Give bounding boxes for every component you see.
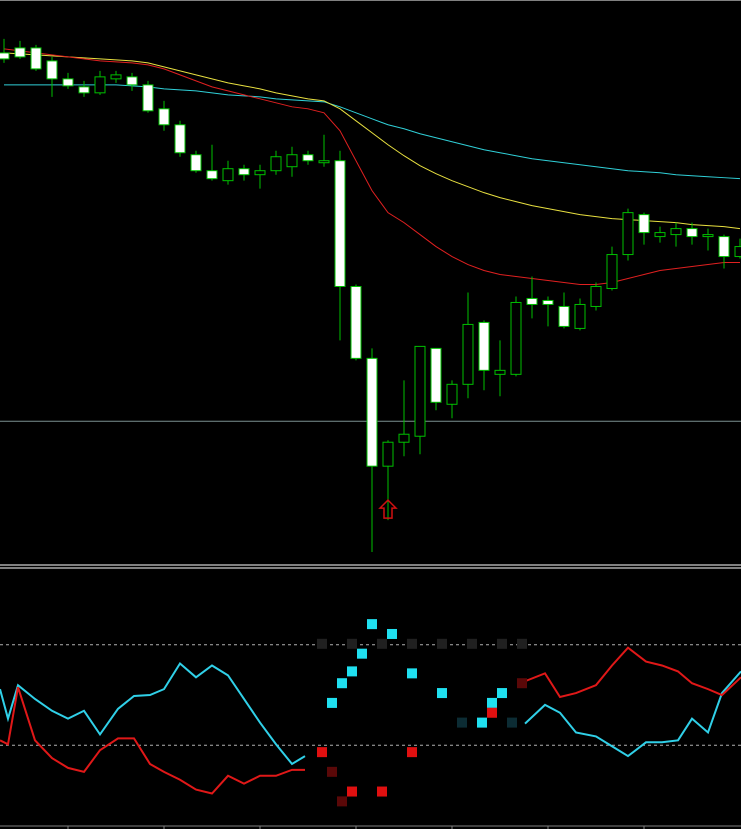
signal-square xyxy=(377,786,387,797)
signal-square xyxy=(437,688,447,699)
signal-square xyxy=(407,638,417,649)
moving-average xyxy=(4,84,741,180)
signal-square xyxy=(387,628,397,639)
signal-square xyxy=(407,668,417,679)
signal-square xyxy=(327,766,337,777)
candle-body xyxy=(190,154,202,172)
candle-body xyxy=(558,305,570,327)
signal-square xyxy=(467,638,477,649)
candle-body xyxy=(462,323,474,385)
candle-body xyxy=(622,212,634,256)
candle-body xyxy=(494,369,506,375)
candle-body xyxy=(318,160,330,164)
candle-body xyxy=(686,228,698,238)
candle-body xyxy=(94,76,106,94)
candle-body xyxy=(238,168,250,176)
candle-body xyxy=(734,246,741,258)
signal-square xyxy=(517,638,527,649)
signal-square xyxy=(487,707,497,718)
signal-square xyxy=(507,717,517,728)
signal-square xyxy=(337,678,347,689)
signal-square xyxy=(347,786,357,797)
candle-body xyxy=(446,383,458,405)
candle-body xyxy=(590,285,602,307)
candle-body xyxy=(286,154,298,168)
candle-body xyxy=(606,254,618,289)
candle-body xyxy=(414,345,426,437)
signal-square xyxy=(517,678,527,689)
signal-square xyxy=(437,638,447,649)
candle-body xyxy=(14,47,26,58)
candle-body xyxy=(30,47,42,70)
candle-body xyxy=(0,52,10,60)
signal-square xyxy=(327,697,337,708)
candle-body xyxy=(398,433,410,443)
candle-body xyxy=(366,357,378,467)
candle-body xyxy=(126,76,138,86)
candle-body xyxy=(382,441,394,467)
signal-square xyxy=(367,619,377,630)
candle-body xyxy=(158,108,170,126)
signal-square xyxy=(497,638,507,649)
candle-body xyxy=(718,236,730,258)
candle-body xyxy=(254,170,266,176)
candle-body xyxy=(638,214,650,234)
candle-body xyxy=(702,234,714,238)
candle-body xyxy=(78,86,90,94)
candle-body xyxy=(574,303,586,329)
signal-square xyxy=(407,747,417,758)
candle-body xyxy=(654,232,666,238)
candle-body xyxy=(350,285,362,359)
candle-body xyxy=(270,156,282,172)
indicator-line xyxy=(0,662,741,766)
candle-body xyxy=(526,297,538,305)
signal-square xyxy=(317,638,327,649)
candle-body xyxy=(110,74,122,80)
candle-body xyxy=(206,170,218,180)
signal-square xyxy=(347,666,357,677)
signal-square xyxy=(357,648,367,659)
candle-body xyxy=(670,228,682,236)
signal-square xyxy=(497,688,507,699)
moving-average xyxy=(3,52,741,230)
signal-square xyxy=(457,717,467,728)
signal-square xyxy=(347,638,357,649)
candle-body xyxy=(62,78,74,87)
candle-body xyxy=(142,84,154,112)
candle-body xyxy=(478,321,490,371)
candle-body xyxy=(430,347,442,403)
candle-body xyxy=(46,60,58,80)
signal-square xyxy=(317,747,327,758)
signal-square xyxy=(337,796,347,807)
signal-arrow xyxy=(378,499,398,519)
candle-body xyxy=(174,124,186,154)
candle-body xyxy=(542,299,554,305)
signal-square xyxy=(377,638,387,649)
candle-body xyxy=(222,168,234,182)
candle-body xyxy=(510,301,522,375)
signal-square xyxy=(477,717,487,728)
candle-body xyxy=(334,160,346,287)
signal-square xyxy=(487,697,497,708)
candle-body xyxy=(302,154,314,162)
indicator-line xyxy=(0,646,741,795)
